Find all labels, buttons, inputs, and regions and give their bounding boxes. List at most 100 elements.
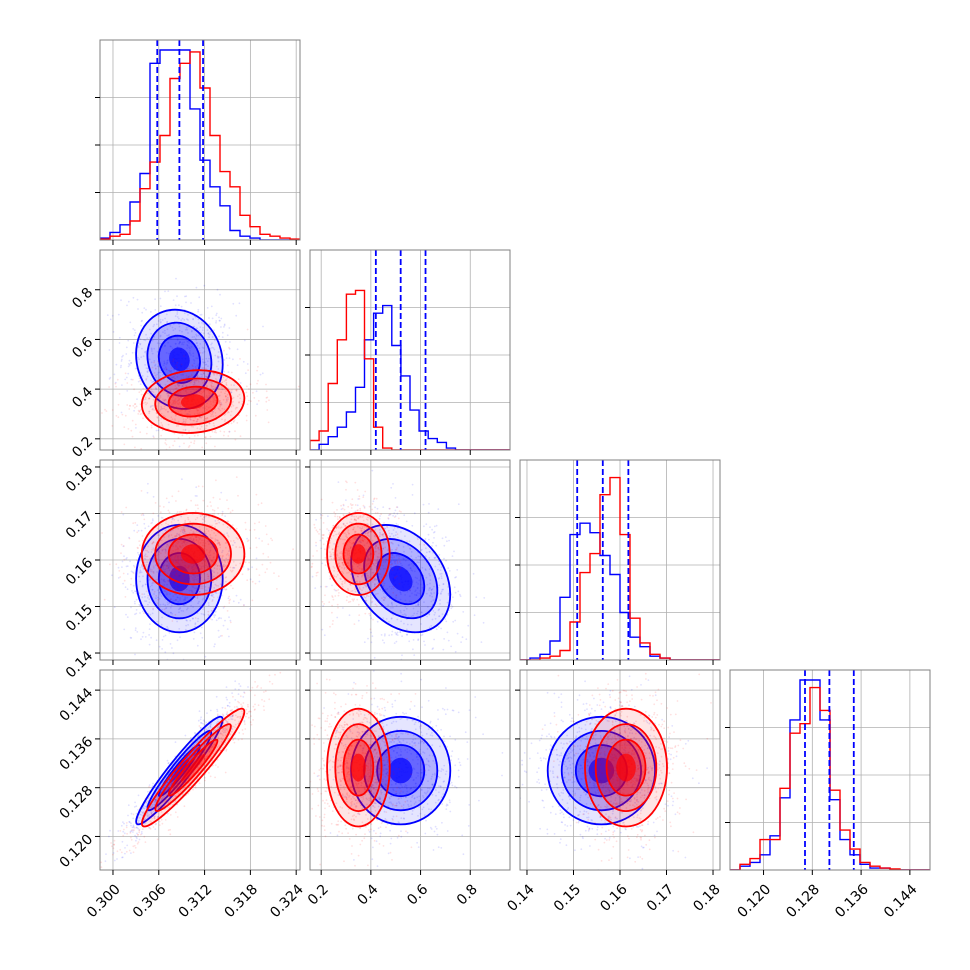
- scatter-point: [433, 531, 436, 533]
- scatter-point: [193, 383, 196, 386]
- scatter-point: [174, 569, 177, 572]
- scatter-point: [200, 566, 203, 568]
- scatter-point: [428, 557, 431, 559]
- scatter-point: [244, 528, 247, 531]
- scatter-point: [347, 601, 350, 603]
- scatter-point: [372, 562, 375, 565]
- scatter-point: [165, 313, 168, 316]
- scatter-point: [149, 569, 151, 572]
- scatter-point: [232, 600, 235, 603]
- scatter-point: [171, 418, 174, 421]
- scatter-point: [142, 513, 144, 515]
- scatter-point: [265, 390, 268, 393]
- scatter-point: [362, 504, 365, 507]
- scatter-point: [187, 566, 190, 568]
- scatter-point: [406, 693, 408, 695]
- scatter-point: [122, 513, 125, 516]
- scatter-point: [169, 345, 172, 348]
- scatter-point: [372, 618, 374, 621]
- scatter-point: [199, 718, 202, 721]
- scatter-point: [111, 574, 113, 577]
- scatter-point: [175, 535, 178, 538]
- scatter-point: [142, 417, 144, 420]
- scatter-point: [444, 536, 447, 539]
- scatter-point: [371, 581, 374, 583]
- scatter-point: [186, 417, 189, 419]
- scatter-point: [198, 591, 201, 593]
- scatter-point: [332, 598, 335, 601]
- scatter-point: [465, 638, 468, 641]
- scatter-point: [175, 545, 177, 548]
- scatter-point: [215, 321, 217, 324]
- scatter-point: [146, 549, 149, 552]
- scatter-point: [173, 432, 176, 435]
- scatter-point: [163, 399, 166, 402]
- scatter-point: [131, 571, 134, 574]
- scatter-point: [441, 613, 444, 615]
- scatter-point: [192, 538, 195, 540]
- scatter-point: [416, 577, 418, 580]
- scatter-point: [177, 437, 180, 439]
- scatter-point: [339, 517, 341, 520]
- scatter-point: [153, 560, 155, 563]
- scatter-point: [246, 363, 249, 365]
- scatter-point: [175, 573, 177, 576]
- scatter-point: [261, 540, 263, 542]
- scatter-point: [205, 562, 208, 565]
- scatter-point: [438, 577, 441, 579]
- scatter-point: [104, 860, 107, 863]
- scatter-point: [384, 633, 386, 635]
- scatter-point: [139, 383, 142, 385]
- scatter-point: [399, 591, 402, 593]
- scatter-point: [186, 607, 189, 610]
- scatter-point: [402, 557, 405, 560]
- scatter-point: [225, 588, 228, 591]
- scatter-point: [135, 559, 138, 562]
- scatter-point: [167, 567, 170, 569]
- scatter-point: [365, 585, 367, 588]
- scatter-point: [198, 416, 201, 419]
- scatter-point: [198, 568, 201, 570]
- scatter-point: [195, 342, 198, 345]
- scatter-point: [166, 603, 169, 606]
- scatter-point: [176, 370, 178, 373]
- scatter-point: [205, 427, 207, 430]
- scatter-point: [379, 515, 381, 517]
- scatter-point: [188, 589, 191, 592]
- scatter-point: [183, 355, 185, 357]
- scatter-point: [359, 564, 361, 566]
- scatter-point: [142, 514, 145, 517]
- scatter-point: [323, 603, 325, 605]
- scatter-point: [429, 587, 432, 589]
- scatter-point: [141, 375, 144, 377]
- scatter-point: [197, 507, 200, 510]
- scatter-point: [373, 583, 376, 586]
- scatter-point: [144, 339, 147, 342]
- scatter-point: [169, 575, 172, 578]
- scatter-point: [195, 379, 198, 382]
- scatter-point: [195, 574, 198, 577]
- scatter-point: [170, 345, 172, 348]
- scatter-point: [140, 490, 143, 492]
- scatter-point: [175, 500, 177, 502]
- scatter-point: [155, 595, 158, 597]
- scatter-point: [352, 528, 355, 531]
- scatter-point: [170, 369, 173, 372]
- scatter-point: [195, 373, 198, 376]
- scatter-point: [342, 513, 345, 516]
- scatter-point: [167, 396, 169, 398]
- scatter-point: [203, 428, 206, 431]
- scatter-point: [113, 606, 116, 609]
- scatter-point: [177, 550, 179, 553]
- scatter-point: [443, 544, 446, 547]
- scatter-point: [180, 537, 183, 540]
- scatter-point: [213, 509, 216, 512]
- scatter-point: [203, 515, 206, 517]
- scatter-point: [207, 332, 210, 334]
- scatter-point: [415, 605, 417, 607]
- scatter-point: [144, 350, 147, 353]
- scatter-point: [95, 586, 97, 588]
- scatter-point: [195, 420, 198, 423]
- scatter-point: [153, 347, 156, 350]
- scatter-point: [187, 526, 190, 529]
